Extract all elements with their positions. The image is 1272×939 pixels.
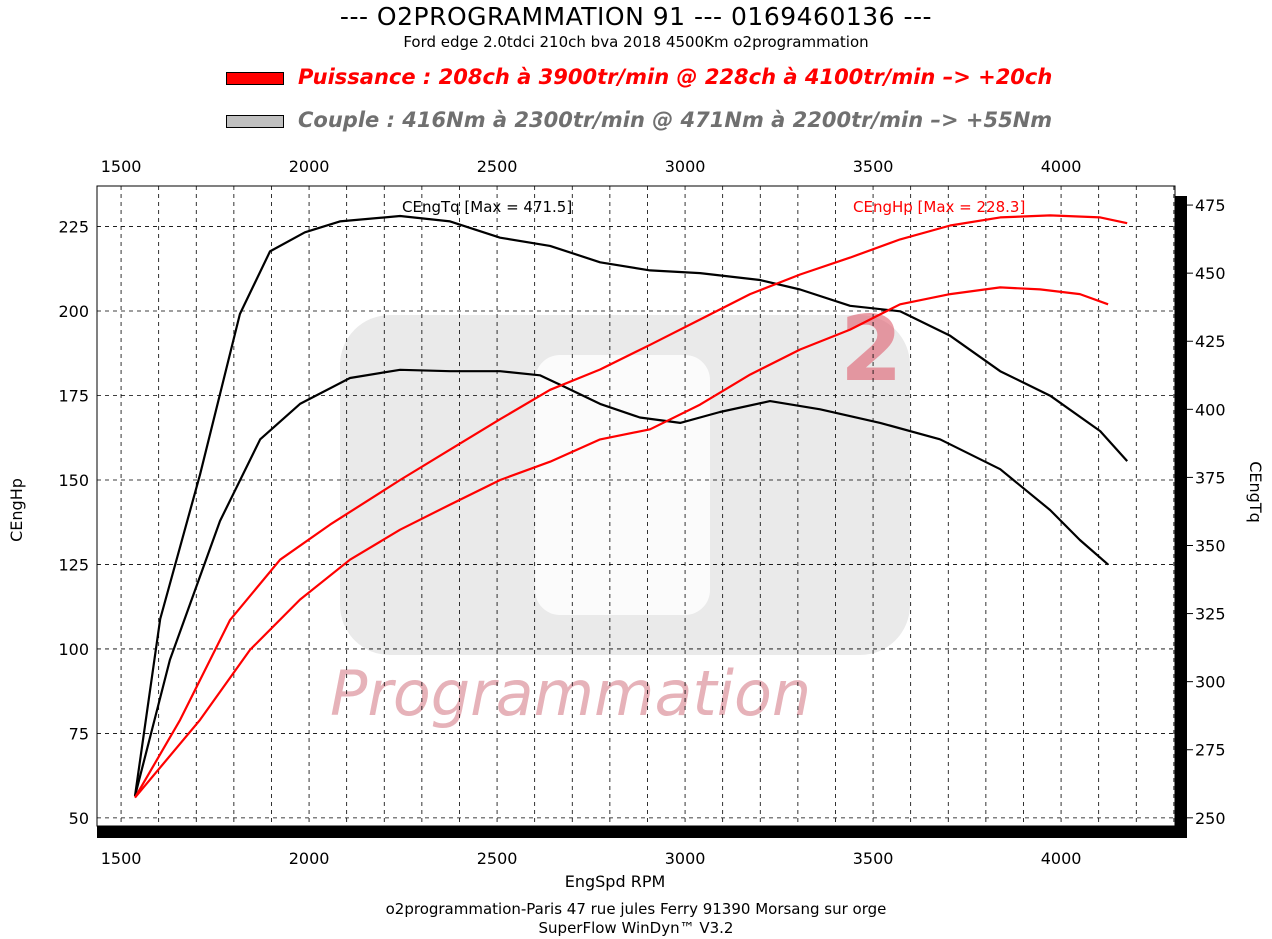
legend-power-text: Puissance : 208ch à 3900tr/min @ 228ch à… [298,65,1053,89]
x-top-tick-label: 1500 [101,157,142,176]
y-right-tick-label: 325 [1195,605,1226,624]
legend-torque: Couple : 416Nm à 2300tr/min @ 471Nm à 22… [226,108,1052,132]
y-left-tick-label: 125 [58,555,89,574]
power-max-label: CEngHp [Max = 228.3] [853,198,1025,216]
x-top-tick-label: 3000 [665,157,706,176]
legend-power-swatch [226,71,284,85]
footer-address: o2programmation-Paris 47 rue jules Ferry… [385,900,887,918]
plot-frame [96,185,1176,827]
series-line-cenghp-tuned [134,214,1128,799]
y-right-axis-label: CEngTq [1246,461,1265,523]
x-axis-label: EngSpd RPM [565,872,666,891]
x-top-tick-label: 2500 [477,157,518,176]
frame-shadow-bottom [97,826,1185,838]
chart-title: --- O2PROGRAMMATION 91 --- 0169460136 --… [339,2,933,31]
x-top-tick-label: 3500 [853,157,894,176]
y-right-tick-label: 275 [1195,741,1226,760]
watermark-logo: 2 Programmation [330,297,910,730]
y-left-axis-label: CEngHp [7,478,26,542]
y-right-tick-label: 350 [1195,536,1226,555]
series-line-cengtq-stock [133,368,1109,797]
y-left-tick-label: 100 [58,640,89,659]
x-bottom-tick-label: 3000 [665,849,706,868]
x-bottom-tick-label: 1500 [101,849,142,868]
x-top-tick-label: 4000 [1041,157,1082,176]
y-left-tick-label: 225 [58,218,89,237]
svg-text:2: 2 [840,297,903,402]
x-bottom-tick-label: 4000 [1041,849,1082,868]
y-right-tick-label: 400 [1195,400,1226,419]
footer-software: SuperFlow WinDyn™ V3.2 [538,919,734,937]
y-right-tick-label: 375 [1195,468,1226,487]
legend-torque-swatch [226,114,284,128]
y-right-tick-label: 475 [1195,196,1226,215]
y-left-tick-label: 200 [58,302,89,321]
x-bottom-tick-label: 3500 [853,849,894,868]
y-right-tick-label: 425 [1195,332,1226,351]
legend-torque-text: Couple : 416Nm à 2300tr/min @ 471Nm à 22… [298,108,1053,132]
x-top-tick-label: 2000 [289,157,330,176]
y-left-tick-label: 50 [69,809,89,828]
y-right-tick-label: 250 [1195,809,1226,828]
y-left-tick-label: 150 [58,471,89,490]
frame-shadow-right [1175,196,1187,838]
series-line-cengtq-tuned [133,214,1129,797]
y-left-tick-label: 75 [69,724,89,743]
chart-subtitle: Ford edge 2.0tdci 210ch bva 2018 4500Km … [403,33,869,51]
series-line-cenghp-stock [134,286,1109,799]
y-right-tick-label: 300 [1195,673,1226,692]
y-left-tick-label: 175 [58,387,89,406]
x-bottom-tick-label: 2000 [289,849,330,868]
legend-power: Puissance : 208ch à 3900tr/min @ 228ch à… [226,65,1052,89]
torque-max-label: CEngTq [Max = 471.5] [402,198,572,216]
y-right-tick-label: 450 [1195,264,1226,283]
x-bottom-tick-label: 2500 [477,849,518,868]
svg-text:Programmation: Programmation [330,657,811,730]
